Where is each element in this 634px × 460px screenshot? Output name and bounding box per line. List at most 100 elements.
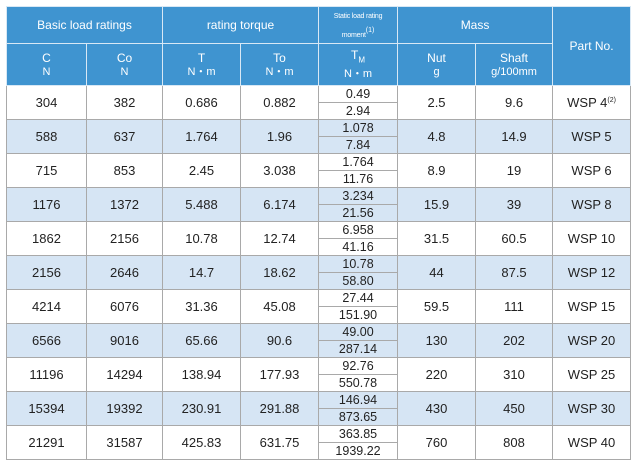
header-c-unit: N bbox=[42, 65, 51, 78]
cell-tm-double: 550.78 bbox=[338, 376, 378, 390]
part-no-text: WSP 10 bbox=[567, 231, 616, 246]
cell-tm-single: 3.234 bbox=[319, 188, 398, 205]
cell-co: 2646 bbox=[86, 255, 163, 290]
cell-nut: 15.9 bbox=[397, 187, 477, 222]
cell-part-no: WSP 15 bbox=[552, 289, 632, 324]
cell-nut: 4.8 bbox=[397, 119, 477, 154]
cell-part-no: WSP 10 bbox=[552, 221, 632, 256]
cell-tm-double: 1939.22 bbox=[335, 444, 381, 458]
cell-to: 291.88 bbox=[239, 391, 320, 426]
cell-tm-double: 287.14 bbox=[338, 342, 378, 356]
header-shaft-unit: g/100mm bbox=[491, 65, 537, 78]
cell-to: 90.6 bbox=[239, 323, 320, 358]
cell-tm: 6.958 41.16 bbox=[318, 221, 399, 256]
header-co-symbol: Co bbox=[116, 50, 133, 65]
cell-c: 304 bbox=[6, 85, 87, 120]
cell-tm-single: 1.078 bbox=[319, 120, 398, 137]
cell-part-no: WSP 30 bbox=[552, 391, 632, 426]
part-no-text: WSP 5 bbox=[571, 129, 612, 144]
header-tm-unit: N・m bbox=[343, 68, 373, 81]
table-row: 15394 19392 230.91 291.88 146.94 873.65 430 450… bbox=[6, 391, 632, 426]
header-co-unit: N bbox=[120, 65, 129, 78]
cell-tm: 146.94 873.65 bbox=[318, 391, 399, 426]
header-to: To N・m bbox=[239, 43, 320, 86]
cell-to: 18.62 bbox=[239, 255, 320, 290]
header-static-moment-label: Static load rating moment bbox=[333, 13, 383, 39]
cell-tm-single: 49.00 bbox=[319, 324, 398, 341]
part-no-note: (2) bbox=[607, 97, 616, 104]
header-tm: TM N・m bbox=[318, 43, 399, 86]
cell-part-no: WSP 25 bbox=[552, 357, 632, 392]
cell-tm: 0.49 2.94 bbox=[318, 85, 399, 120]
cell-co: 382 bbox=[86, 85, 163, 120]
header-row-group: Basic load ratings rating torque Static … bbox=[6, 6, 632, 86]
cell-to: 177.93 bbox=[239, 357, 320, 392]
header-to-symbol: To bbox=[273, 50, 286, 65]
cell-tm-single: 363.85 bbox=[319, 426, 398, 443]
header-nut-label: Nut bbox=[427, 50, 446, 65]
cell-c: 588 bbox=[6, 119, 87, 154]
header-t: T N・m bbox=[162, 43, 241, 86]
table-row: 2156 2646 14.7 18.62 10.78 58.80 44 87.5 WSP 12 bbox=[6, 255, 632, 290]
cell-nut: 220 bbox=[397, 357, 477, 392]
header-tm-subscript: M bbox=[358, 55, 366, 65]
cell-tm-double: 7.84 bbox=[345, 138, 371, 152]
cell-to: 6.174 bbox=[239, 187, 320, 222]
cell-nut: 8.9 bbox=[397, 153, 477, 188]
cell-t: 65.66 bbox=[162, 323, 241, 358]
table-row: 588 637 1.764 1.96 1.078 7.84 4.8 14.9 WSP 5 bbox=[6, 119, 632, 154]
header-nut-unit: g bbox=[433, 65, 440, 78]
table-row: 1176 1372 5.488 6.174 3.234 21.56 15.9 39 WSP 8 bbox=[6, 187, 632, 222]
part-no-text: WSP 25 bbox=[567, 367, 616, 382]
cell-shaft: 14.9 bbox=[475, 119, 554, 154]
cell-tm-double: 873.65 bbox=[338, 410, 378, 424]
table-row: 4214 6076 31.36 45.08 27.44 151.90 59.5 111 WSP … bbox=[6, 289, 632, 324]
cell-tm-single: 92.76 bbox=[319, 358, 398, 375]
cell-part-no: WSP 5 bbox=[552, 119, 632, 154]
part-no-text: WSP 8 bbox=[571, 197, 612, 212]
cell-co: 637 bbox=[86, 119, 163, 154]
header-co: Co N bbox=[86, 43, 163, 86]
header-static-moment: Static load rating moment(1) bbox=[318, 6, 399, 44]
cell-to: 3.038 bbox=[239, 153, 320, 188]
cell-part-no: WSP 12 bbox=[552, 255, 632, 290]
cell-tm-double: 21.56 bbox=[342, 206, 374, 220]
cell-shaft: 60.5 bbox=[475, 221, 554, 256]
cell-nut: 2.5 bbox=[397, 85, 477, 120]
cell-tm: 10.78 58.80 bbox=[318, 255, 399, 290]
cell-t: 10.78 bbox=[162, 221, 241, 256]
table-row: 715 853 2.45 3.038 1.764 11.76 8.9 19 WSP 6 bbox=[6, 153, 632, 188]
cell-c: 1862 bbox=[6, 221, 87, 256]
cell-c: 11196 bbox=[6, 357, 87, 392]
cell-shaft: 87.5 bbox=[475, 255, 554, 290]
cell-co: 14294 bbox=[86, 357, 163, 392]
cell-t: 0.686 bbox=[162, 85, 241, 120]
cell-co: 2156 bbox=[86, 221, 163, 256]
cell-shaft: 450 bbox=[475, 391, 554, 426]
cell-tm-single: 1.764 bbox=[319, 154, 398, 171]
cell-co: 9016 bbox=[86, 323, 163, 358]
cell-shaft: 111 bbox=[475, 289, 554, 324]
cell-nut: 31.5 bbox=[397, 221, 477, 256]
cell-tm: 3.234 21.56 bbox=[318, 187, 399, 222]
cell-tm: 27.44 151.90 bbox=[318, 289, 399, 324]
cell-to: 0.882 bbox=[239, 85, 320, 120]
table-body: 304 382 0.686 0.882 0.49 2.94 2.5 9.6 WSP 4(2) 58… bbox=[6, 85, 632, 460]
cell-shaft: 19 bbox=[475, 153, 554, 188]
header-rating-torque: rating torque bbox=[161, 6, 320, 44]
cell-co: 6076 bbox=[86, 289, 163, 324]
cell-tm: 49.00 287.14 bbox=[318, 323, 399, 358]
cell-co: 19392 bbox=[86, 391, 163, 426]
cell-tm-double: 11.76 bbox=[342, 172, 374, 186]
cell-to: 12.74 bbox=[239, 221, 320, 256]
cell-tm-double: 151.90 bbox=[338, 308, 378, 322]
cell-t: 5.488 bbox=[162, 187, 241, 222]
cell-tm-double: 41.16 bbox=[342, 240, 374, 254]
part-no-text: WSP 12 bbox=[567, 265, 616, 280]
cell-tm-single: 0.49 bbox=[319, 86, 398, 103]
header-shaft-label: Shaft bbox=[500, 50, 529, 65]
header-basic-load-ratings: Basic load ratings bbox=[6, 6, 163, 44]
table-row: 6566 9016 65.66 90.6 49.00 287.14 130 202 WSP 20 bbox=[6, 323, 632, 358]
